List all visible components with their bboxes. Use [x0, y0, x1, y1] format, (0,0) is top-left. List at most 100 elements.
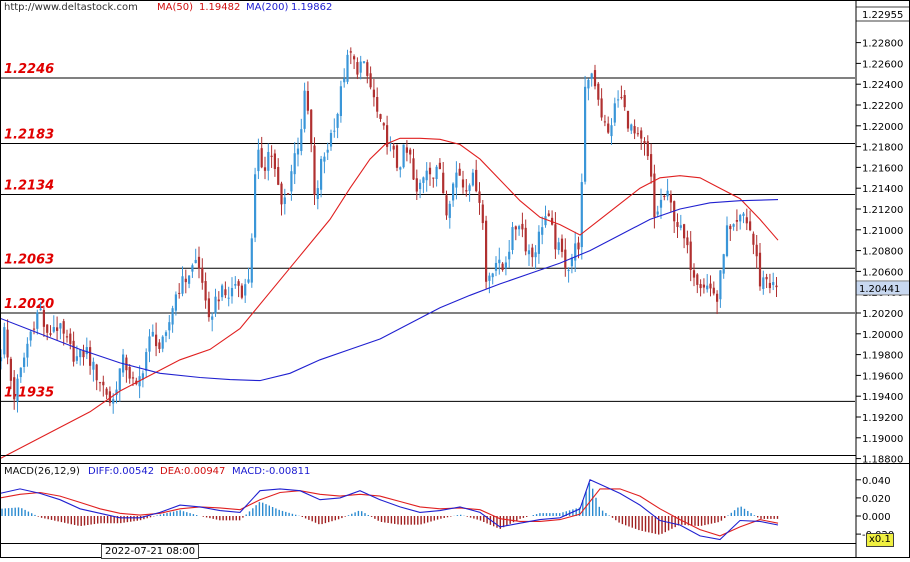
candle-body [280, 183, 283, 205]
ma50-value: 1.19482 [199, 2, 241, 13]
candle-body [669, 194, 672, 203]
candle-body [646, 141, 649, 157]
candle-body [197, 256, 201, 269]
candle-body [13, 377, 16, 400]
candle-body [465, 190, 468, 192]
candle-body [174, 294, 177, 311]
candle-body [158, 342, 161, 349]
candle-body [442, 172, 445, 194]
top-price-label: 1.22955 [862, 10, 903, 21]
candle-body [267, 151, 270, 171]
candle-body [9, 358, 12, 381]
candle-body [567, 270, 570, 272]
candle-body [481, 204, 484, 224]
candle-body [244, 284, 247, 296]
candle-body [16, 378, 19, 402]
price-tick-label: 1.21200 [862, 205, 903, 216]
candle-body [412, 158, 415, 180]
price-tick-label: 1.19400 [862, 392, 903, 403]
candle-body [554, 224, 557, 250]
macd-tick-label: 0.000 [862, 512, 891, 523]
candle-body [36, 312, 39, 329]
candle-body [485, 220, 488, 282]
candle-body [0, 357, 3, 362]
candle-body [643, 140, 646, 144]
price-tick-label: 1.22800 [862, 39, 903, 50]
candle-body [772, 282, 775, 286]
candle-body [49, 333, 52, 335]
candle-body [65, 336, 69, 338]
macd-dea-line [0, 488, 779, 537]
candle-body [445, 195, 448, 216]
candle-body [161, 336, 164, 349]
macd-tick-label: 0.020 [862, 494, 891, 505]
candle-body [230, 287, 234, 297]
price-axis-ticks: 1.22800 1.22600 1.22400 1.22200 1.22000 1.218… [856, 39, 903, 466]
candle-body [419, 182, 422, 190]
candle-body [254, 174, 257, 238]
candle-body [758, 252, 762, 287]
zoom-button[interactable]: x0.1 [866, 533, 894, 547]
candle-body [537, 231, 540, 254]
price-tick-label: 1.20000 [862, 330, 903, 341]
candle-body [191, 265, 194, 272]
candle-body [435, 166, 438, 180]
macd-diff: DIFF:0.00542 [88, 466, 155, 477]
candle-body [633, 126, 636, 134]
candle-body [425, 170, 428, 181]
candle-body [356, 62, 359, 75]
candle-body [240, 285, 243, 298]
candle-body [303, 90, 306, 129]
level-label: 1.2063 [4, 252, 54, 267]
candle-body [475, 169, 478, 192]
candle-body [270, 155, 273, 157]
candle-body [59, 323, 62, 329]
candle-body [131, 377, 135, 379]
candle-body [557, 242, 560, 251]
candle-body [544, 216, 547, 226]
candle-body [603, 121, 606, 123]
candle-body [72, 340, 75, 362]
candle-body [709, 283, 712, 289]
candle-body [313, 145, 316, 195]
macd-title: MACD(26,12,9) [4, 466, 80, 477]
candle-body [92, 361, 95, 370]
candle-body [201, 267, 204, 283]
candle-body [514, 226, 517, 230]
price-tick-label: 1.19800 [862, 351, 903, 362]
candle-body [56, 327, 59, 331]
candle-body [39, 308, 42, 311]
price-tick-label: 1.22200 [862, 101, 903, 112]
candle-body [765, 276, 768, 280]
candle-body [455, 172, 458, 188]
price-tick-label: 1.18800 [862, 455, 903, 466]
candle-body [316, 188, 319, 199]
candle-body [247, 279, 250, 283]
current-price-label: 1.20441 [859, 284, 900, 295]
ma50-label: MA(50) [157, 2, 193, 13]
candle-body [663, 196, 666, 198]
candle-body [148, 336, 151, 352]
candle-body [273, 153, 276, 170]
price-tick-label: 1.19600 [862, 371, 903, 382]
candle-body [560, 238, 564, 252]
candle-body [735, 220, 738, 222]
candle-body [623, 95, 626, 108]
candle-body [95, 364, 98, 381]
candle-body [333, 130, 336, 132]
candle-body [692, 270, 696, 278]
candle-body [752, 233, 755, 245]
candle-body [145, 352, 148, 371]
candle-body [336, 113, 339, 128]
candle-body [438, 162, 441, 170]
candle-body [422, 177, 425, 183]
candle-body [478, 191, 481, 203]
candle-body [188, 275, 191, 284]
candle-body [293, 153, 296, 175]
candle-body [69, 333, 72, 344]
candle-body [745, 217, 748, 224]
candle-body [686, 237, 689, 246]
candle-body [415, 178, 418, 192]
site-url[interactable]: http://www.deltastock.com [4, 2, 138, 13]
